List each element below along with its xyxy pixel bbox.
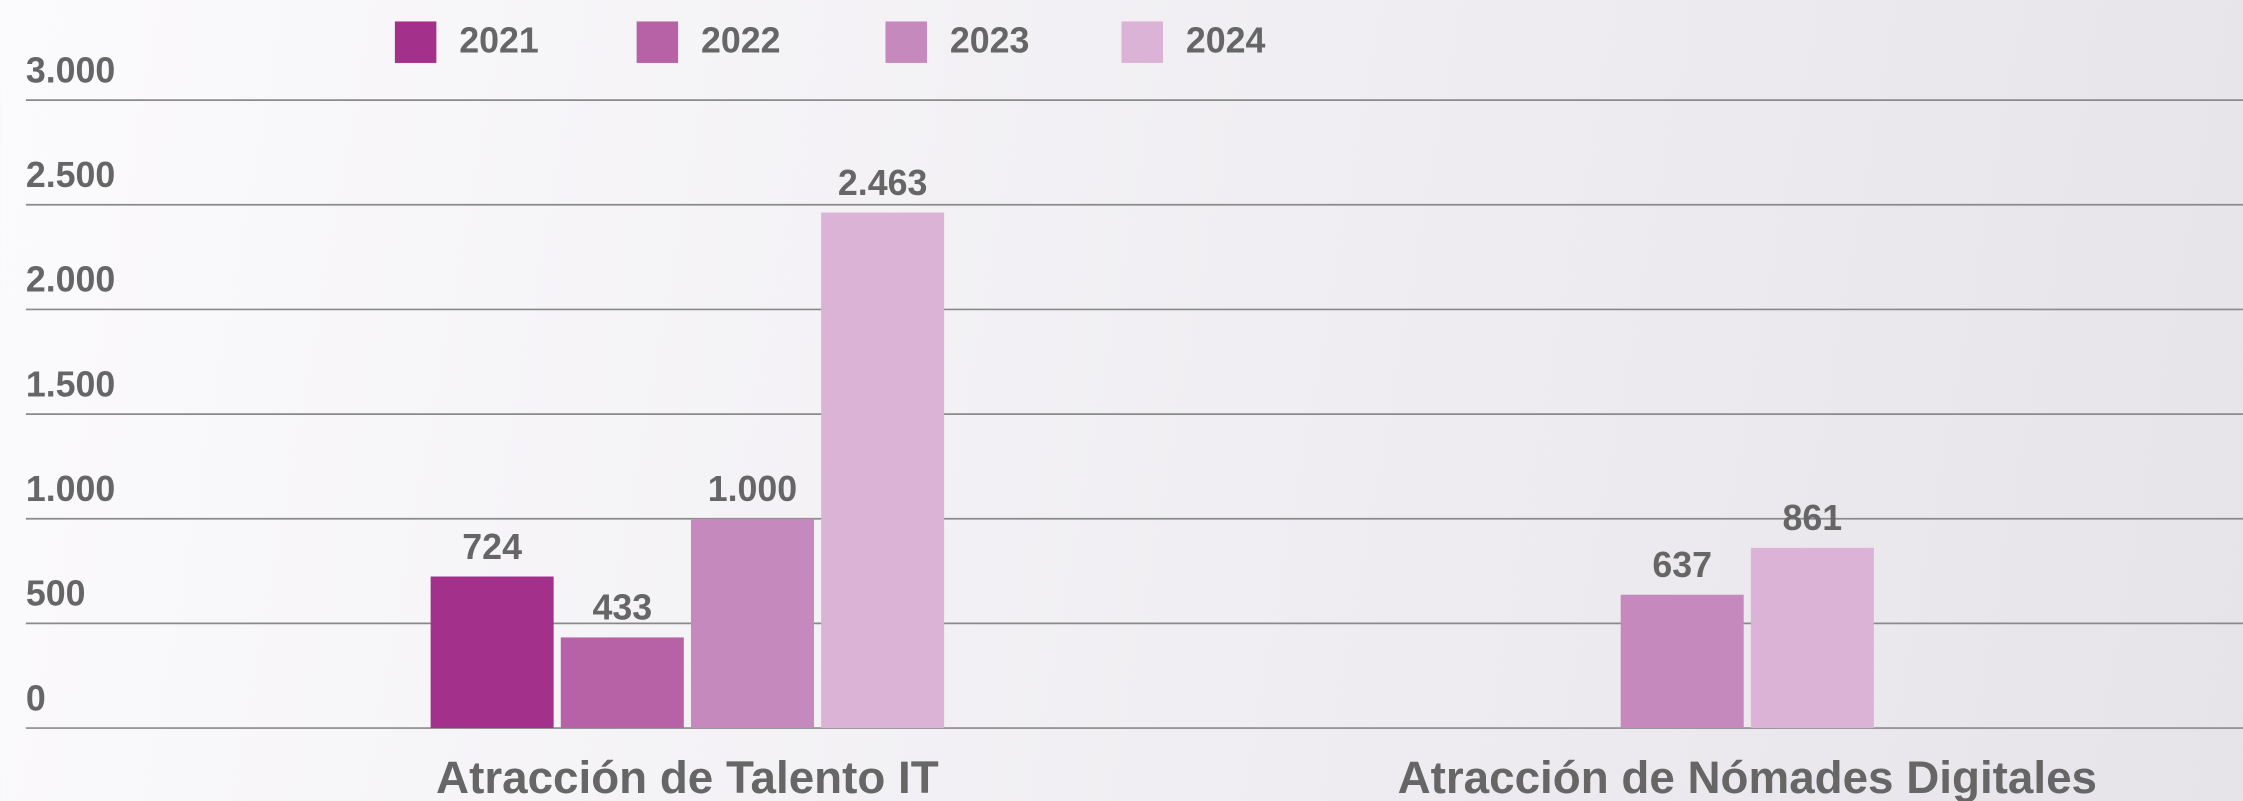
legend-label: 2021 — [459, 20, 539, 60]
value-label: 724 — [462, 527, 522, 567]
y-tick-label: 0 — [26, 678, 46, 718]
value-label: 433 — [592, 588, 652, 628]
x-tick-label: Atracción de Talento IT — [436, 752, 939, 801]
y-tick-label: 2.000 — [26, 260, 115, 300]
x-tick-label: Atracción de Nómades Digitales — [1398, 752, 2097, 801]
bar — [1750, 547, 1874, 729]
legend-swatch — [885, 21, 927, 63]
bar — [1620, 594, 1744, 729]
value-label: 2.463 — [838, 163, 927, 203]
y-tick-label: 1.500 — [26, 364, 115, 404]
legend-label: 2023 — [950, 20, 1030, 60]
bar — [821, 212, 945, 729]
bar — [560, 637, 684, 729]
legend-swatch — [636, 21, 679, 63]
legend-swatch — [394, 21, 437, 63]
bar — [430, 576, 554, 729]
legend-label: 2022 — [701, 20, 781, 60]
y-tick-label: 3.000 — [26, 50, 115, 90]
value-label: 861 — [1783, 498, 1843, 538]
value-label: 1.000 — [708, 469, 797, 509]
bar — [690, 518, 814, 729]
y-tick-label: 500 — [26, 574, 86, 614]
y-tick-label: 1.000 — [26, 469, 115, 509]
legend-swatch — [1121, 21, 1163, 63]
y-tick-label: 2.500 — [26, 155, 115, 195]
value-label: 637 — [1652, 545, 1712, 585]
legend-label: 2024 — [1186, 20, 1266, 60]
